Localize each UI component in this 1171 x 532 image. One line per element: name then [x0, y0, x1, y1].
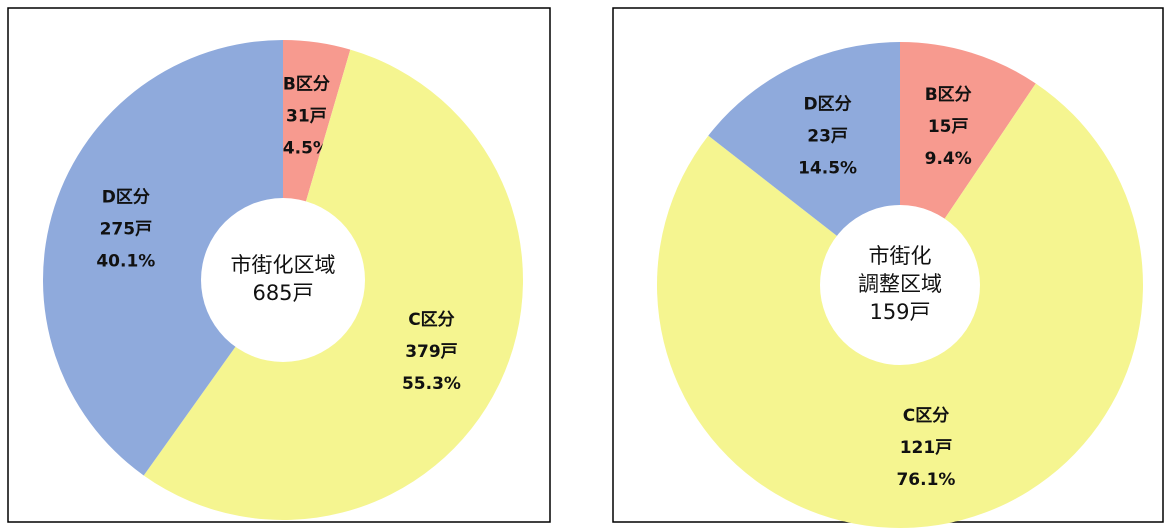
slice-value: 15戸: [928, 117, 969, 137]
slice-percent: 14.5%: [798, 159, 857, 179]
slice-category: B区分: [925, 85, 972, 105]
pie-slice: [42, 40, 284, 476]
slice-percent: 55.3%: [402, 374, 461, 394]
slice-value: 379戸: [405, 342, 458, 362]
donut-hole: [201, 198, 365, 362]
center-label: 685戸: [252, 281, 313, 305]
donut-hole: [820, 205, 980, 365]
slice-percent: 76.1%: [896, 470, 955, 490]
slice-category: D区分: [804, 95, 852, 115]
slice-category: D区分: [102, 188, 150, 208]
center-label: 調整区域: [858, 272, 942, 296]
slice-percent: 4.5%: [283, 139, 330, 159]
center-label: 159戸: [869, 300, 930, 324]
center-label: 市街化: [869, 244, 932, 268]
slice-category: C区分: [408, 310, 454, 330]
slice-value: 23戸: [807, 127, 848, 147]
slice-value: 31戸: [286, 107, 327, 127]
center-label: 市街化区域: [231, 253, 336, 277]
slice-value: 275戸: [100, 220, 153, 240]
slice-category: C区分: [903, 406, 949, 426]
slice-percent: 9.4%: [925, 149, 972, 169]
slice-value: 121戸: [900, 438, 953, 458]
slice-percent: 40.1%: [96, 252, 155, 272]
slice-category: B区分: [283, 75, 330, 95]
